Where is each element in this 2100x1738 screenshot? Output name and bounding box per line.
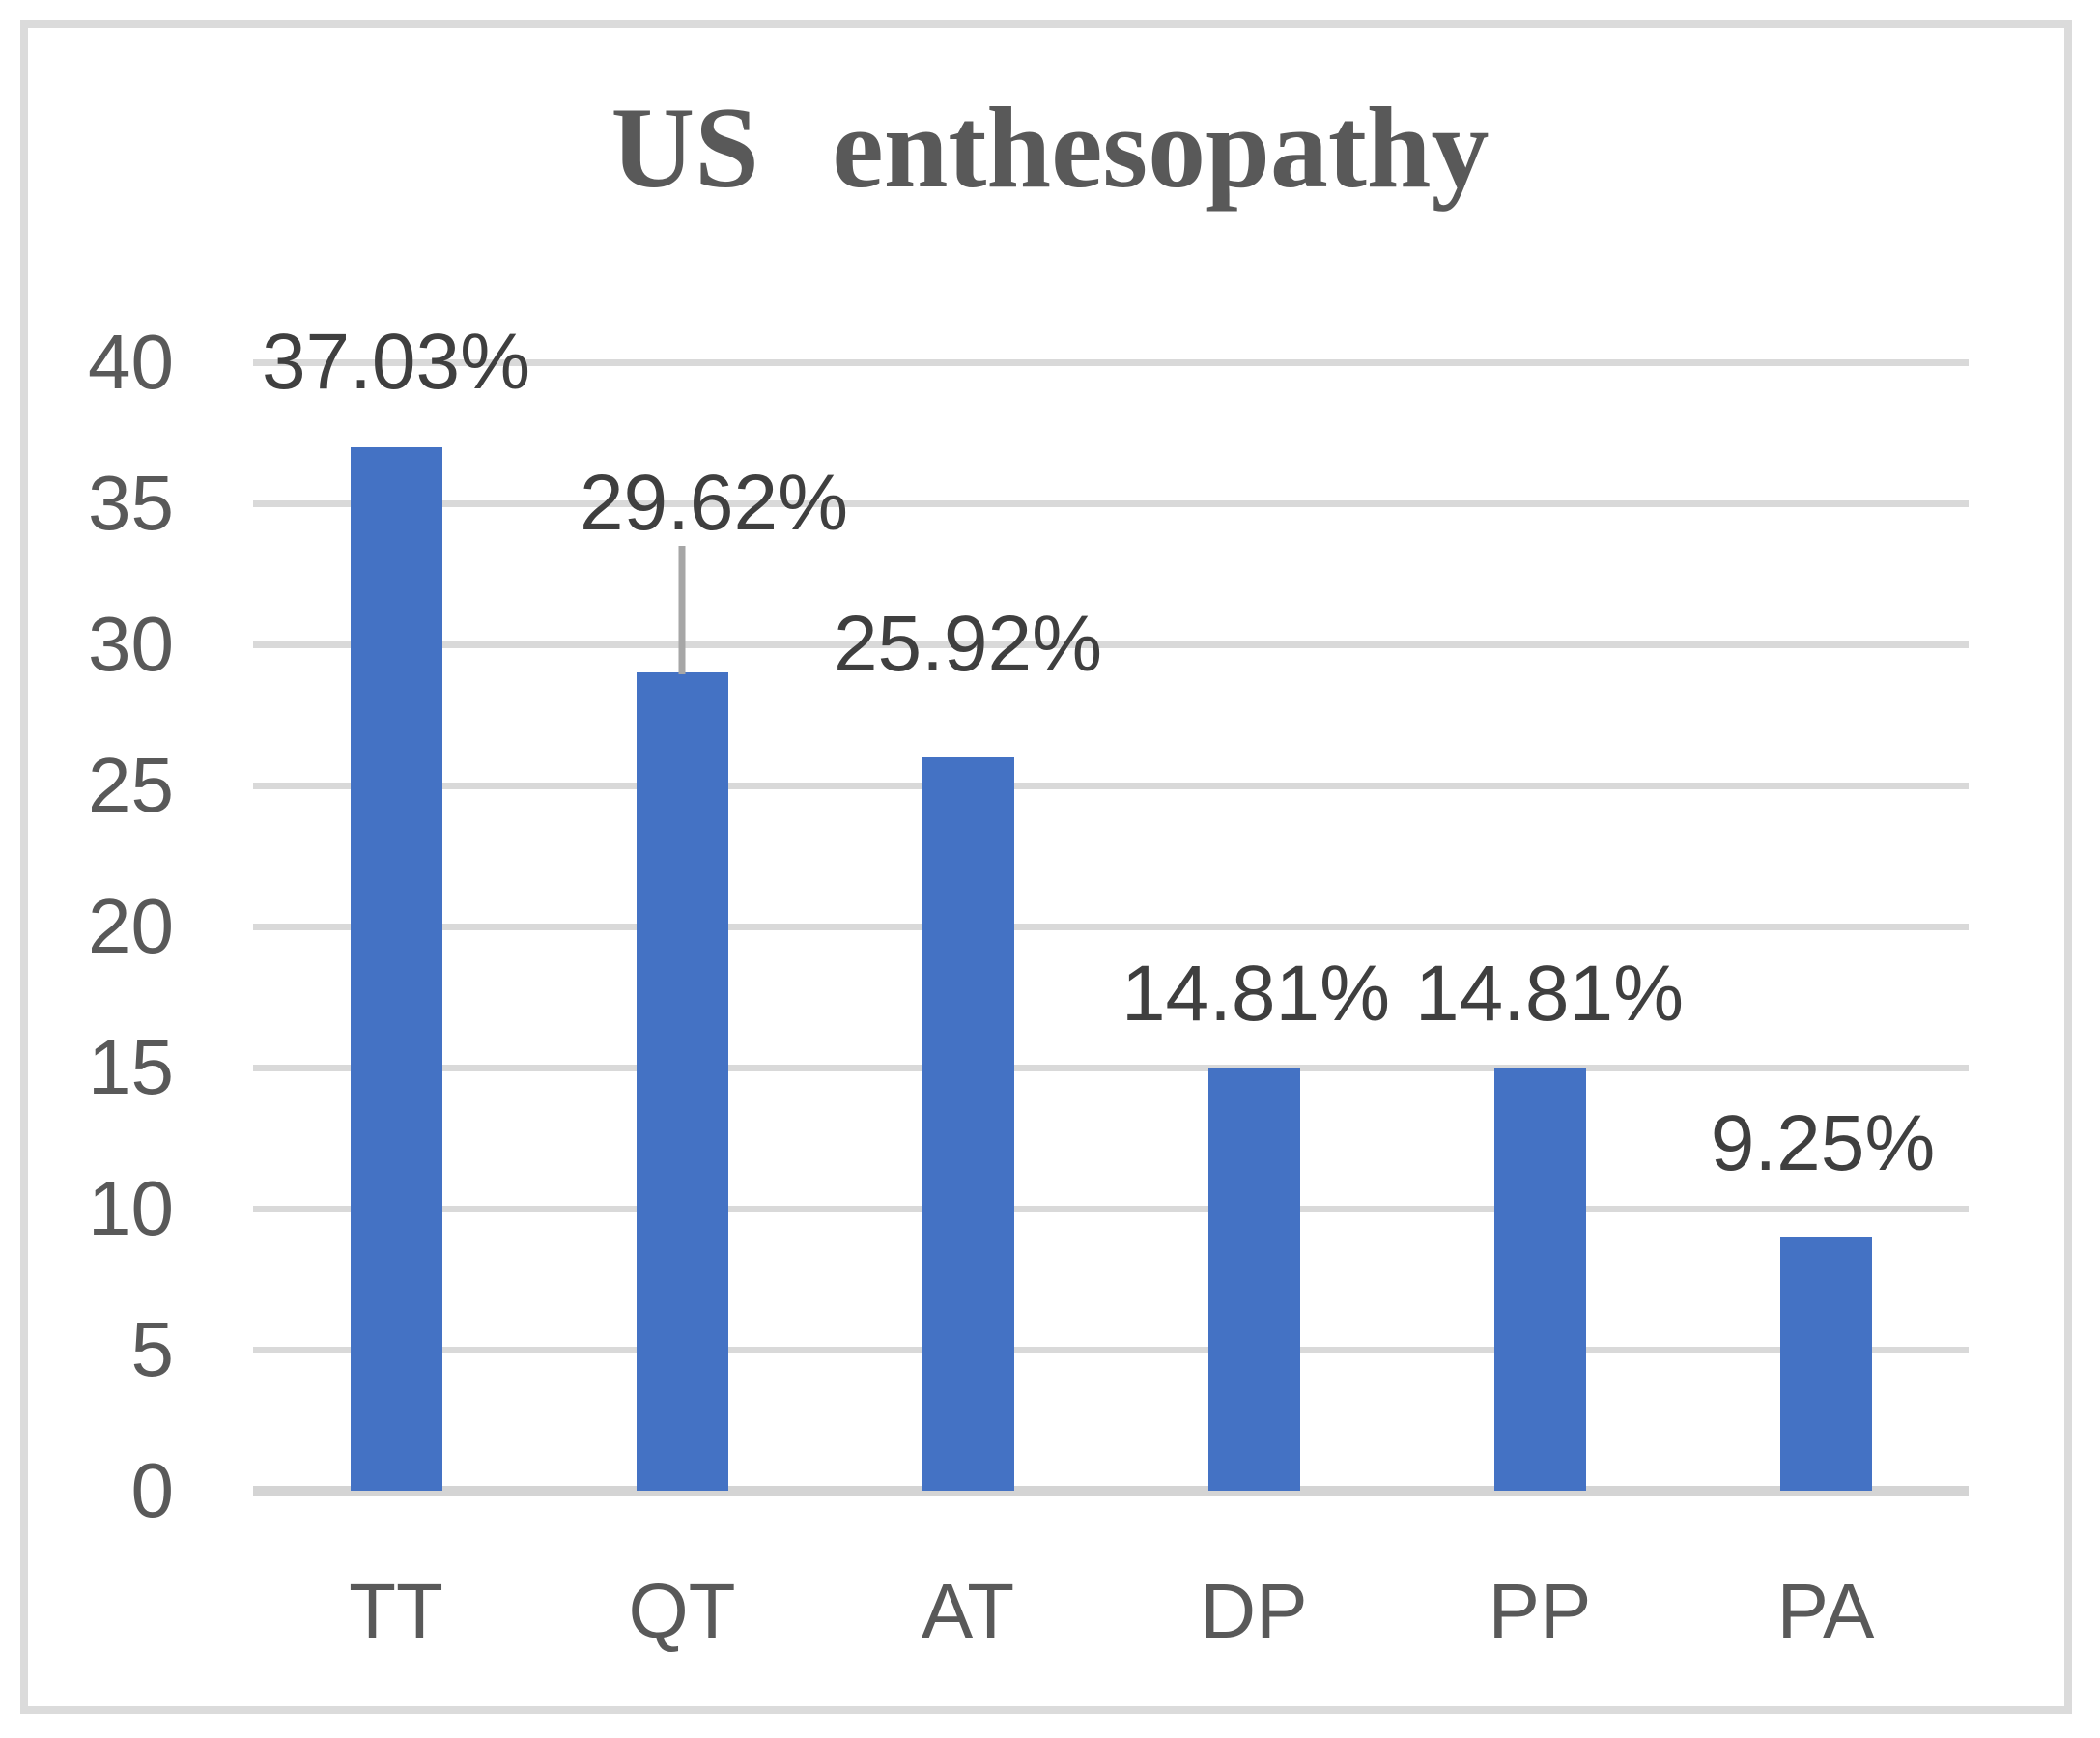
chart-frame-border — [20, 20, 2072, 1714]
bar-PP — [1493, 1068, 1586, 1491]
bar-PA — [1779, 1237, 1872, 1491]
y-axis-tick-label: 30 — [88, 601, 174, 687]
bar-QT — [636, 672, 728, 1491]
y-axis-tick-label: 25 — [88, 742, 174, 828]
x-axis-tick-label-TT: TT — [349, 1568, 443, 1654]
gridline-0 — [253, 1486, 1969, 1496]
data-label-PA: 9.25% — [1710, 1098, 1936, 1187]
y-axis-tick-label: 40 — [88, 319, 174, 405]
y-axis-tick-label: 0 — [130, 1447, 175, 1533]
gridline-40 — [253, 359, 1969, 366]
data-label-PP: 14.81% — [1414, 950, 1685, 1039]
gridline-25 — [253, 783, 1969, 789]
data-label-AT: 25.92% — [833, 600, 1103, 688]
gridline-10 — [253, 1206, 1969, 1212]
y-axis-tick-label: 5 — [130, 1306, 175, 1392]
data-label-DP: 14.81% — [1121, 950, 1391, 1039]
x-axis-tick-label-DP: DP — [1200, 1568, 1308, 1654]
bar-DP — [1207, 1068, 1300, 1491]
gridline-30 — [253, 641, 1969, 648]
gridline-15 — [253, 1065, 1969, 1071]
chart-title: US enthesopathy — [610, 83, 1490, 212]
x-axis-tick-label-QT: QT — [628, 1568, 736, 1654]
y-axis-tick-label: 20 — [88, 883, 174, 969]
gridline-20 — [253, 924, 1969, 930]
x-axis-tick-label-PP: PP — [1488, 1568, 1592, 1654]
data-label-QT: 29.62% — [579, 459, 849, 547]
bar-AT — [922, 756, 1014, 1491]
y-axis-tick-label: 15 — [88, 1024, 174, 1110]
y-axis-tick-label: 35 — [88, 460, 174, 546]
data-label-TT: 37.03% — [261, 318, 531, 406]
gridline-35 — [253, 500, 1969, 507]
label-leader-line — [678, 546, 686, 675]
y-axis-tick-label: 10 — [88, 1165, 174, 1251]
bar-TT — [350, 446, 442, 1491]
gridline-5 — [253, 1347, 1969, 1353]
x-axis-tick-label-PA: PA — [1776, 1568, 1875, 1654]
x-axis-tick-label-AT: AT — [921, 1568, 1015, 1654]
